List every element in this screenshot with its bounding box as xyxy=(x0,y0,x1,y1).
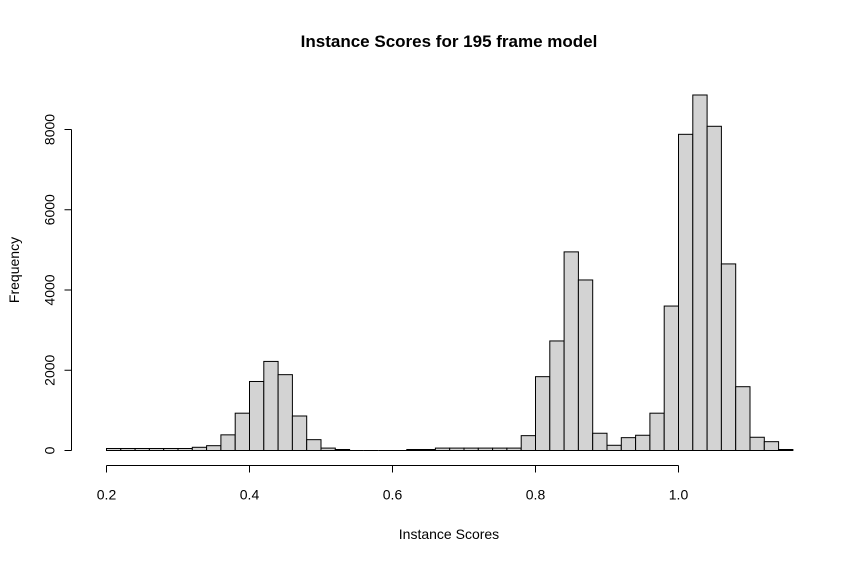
x-tick-label: 0.6 xyxy=(383,487,403,503)
histogram-bar xyxy=(234,412,250,451)
histogram-bar xyxy=(563,251,579,451)
histogram-bar xyxy=(492,447,508,451)
histogram-bar xyxy=(649,412,665,451)
histogram-bar xyxy=(678,133,694,451)
x-tick-label: 0.4 xyxy=(240,487,260,503)
y-tick-label: 2000 xyxy=(42,354,58,385)
histogram-bar xyxy=(320,447,336,451)
histogram-bar xyxy=(506,447,522,451)
histogram-bar xyxy=(535,376,551,452)
histogram-bar xyxy=(463,447,479,451)
x-axis: 0.2 0.4 0.6 0.8 1.0 xyxy=(97,465,689,503)
histogram-bar xyxy=(663,305,680,451)
histogram-bar xyxy=(577,279,594,451)
histogram-bar xyxy=(420,448,436,452)
histogram-bar xyxy=(220,434,236,452)
histogram-bar xyxy=(449,447,465,451)
histogram-bar xyxy=(635,434,651,452)
histogram-bar xyxy=(520,435,537,451)
histogram-bar xyxy=(606,444,622,452)
histogram-bar xyxy=(191,446,208,452)
y-axis: 0 2000 4000 6000 8000 xyxy=(42,114,72,454)
x-tick-label: 1.0 xyxy=(669,487,689,503)
histogram-bar xyxy=(206,445,222,451)
x-tick-label: 0.2 xyxy=(97,487,117,503)
histogram-bar xyxy=(735,386,751,452)
histogram-bar xyxy=(134,447,150,451)
histogram-bar xyxy=(263,360,279,451)
histogram-bar xyxy=(334,448,351,452)
histogram-bar xyxy=(763,441,780,451)
x-axis-label: Instance Scores xyxy=(399,526,499,542)
histogram-bar xyxy=(549,340,565,451)
y-tick-label: 8000 xyxy=(42,114,58,145)
histogram-bars xyxy=(106,94,794,452)
y-tick-label: 4000 xyxy=(42,274,58,305)
histogram-bar xyxy=(778,448,794,452)
histogram-bar xyxy=(706,125,722,451)
histogram-bar xyxy=(306,439,322,452)
histogram-bar xyxy=(692,94,708,452)
histogram-bar xyxy=(434,447,451,451)
y-tick-label: 6000 xyxy=(42,194,58,225)
chart-title: Instance Scores for 195 frame model xyxy=(301,32,598,51)
histogram-bar xyxy=(620,437,637,452)
histogram-bar xyxy=(177,447,193,451)
histogram-bar xyxy=(592,432,608,451)
histogram-bar xyxy=(106,447,122,451)
histogram-bar xyxy=(148,447,165,451)
histogram-bar xyxy=(277,374,293,452)
histogram-bar xyxy=(291,415,308,451)
histogram-bar xyxy=(249,380,265,451)
y-tick-label: 0 xyxy=(42,446,58,454)
x-tick-label: 0.8 xyxy=(526,487,546,503)
histogram-bar xyxy=(163,447,179,451)
histogram-bar xyxy=(720,263,737,452)
y-axis-label: Frequency xyxy=(6,237,22,303)
histogram-bar xyxy=(406,448,422,452)
histogram-bar xyxy=(477,447,494,451)
histogram-bar xyxy=(120,447,136,451)
histogram-bar xyxy=(749,436,765,452)
